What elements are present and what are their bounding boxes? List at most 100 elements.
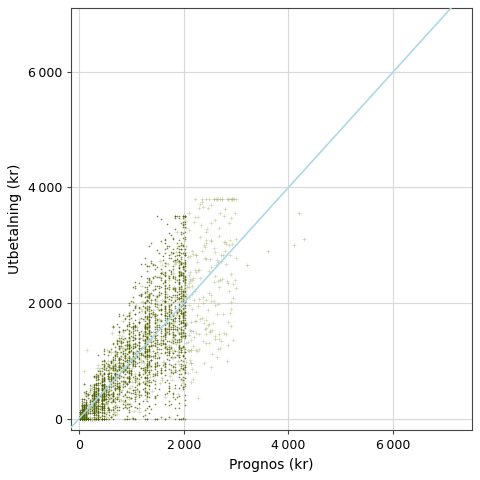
Point xyxy=(78,415,85,422)
Point xyxy=(76,412,84,420)
Point xyxy=(106,361,113,369)
Point xyxy=(80,412,87,420)
Point xyxy=(207,237,215,244)
Point xyxy=(142,348,149,356)
Point xyxy=(107,363,114,371)
Point xyxy=(145,378,153,385)
Point xyxy=(151,282,159,290)
Point xyxy=(126,315,133,323)
Point xyxy=(144,388,151,396)
Point xyxy=(154,303,161,311)
Point xyxy=(98,378,106,386)
Point xyxy=(171,360,179,368)
Point xyxy=(132,335,139,342)
Point xyxy=(102,395,109,403)
Point xyxy=(151,334,159,342)
Point xyxy=(163,259,170,267)
Point xyxy=(142,293,149,300)
Point xyxy=(142,322,149,330)
Point xyxy=(116,384,123,392)
Point xyxy=(106,408,113,416)
Point xyxy=(126,370,133,377)
Point xyxy=(133,404,141,411)
Point xyxy=(109,395,117,402)
Point xyxy=(154,358,161,365)
Point xyxy=(148,387,156,395)
Point xyxy=(135,362,143,370)
Point xyxy=(90,387,97,395)
Point xyxy=(177,309,185,317)
Point xyxy=(205,289,213,297)
Point xyxy=(78,413,85,421)
Point xyxy=(169,258,177,265)
Point xyxy=(145,310,153,317)
Point xyxy=(94,372,101,379)
Point xyxy=(186,276,194,283)
Point xyxy=(120,361,127,369)
Point xyxy=(78,407,85,414)
Point xyxy=(132,390,139,398)
Point xyxy=(116,379,123,387)
Point xyxy=(114,393,121,401)
Point xyxy=(104,404,111,411)
Point xyxy=(187,318,194,326)
Point xyxy=(106,392,113,399)
Point xyxy=(171,332,179,339)
Point xyxy=(114,384,121,392)
Point xyxy=(90,387,97,395)
Point xyxy=(98,404,106,411)
Point xyxy=(130,324,137,331)
Point xyxy=(194,214,202,221)
Point xyxy=(123,345,131,352)
Point xyxy=(128,367,135,375)
Point xyxy=(175,294,183,301)
Point xyxy=(125,374,132,382)
Point xyxy=(126,356,133,363)
Point xyxy=(151,318,159,325)
Point xyxy=(132,393,140,400)
Point xyxy=(100,365,108,373)
Point xyxy=(120,336,127,343)
Point xyxy=(157,413,165,421)
Point xyxy=(171,291,179,299)
Point xyxy=(121,396,129,404)
Point xyxy=(82,414,89,421)
Point xyxy=(135,353,143,361)
Point xyxy=(214,195,222,203)
Point xyxy=(88,403,96,411)
Point xyxy=(94,373,101,381)
Point xyxy=(130,333,137,341)
Point xyxy=(90,401,97,409)
Point xyxy=(132,335,139,342)
Point xyxy=(90,409,97,417)
Point xyxy=(86,413,94,420)
Point xyxy=(82,415,89,422)
Point xyxy=(98,371,106,379)
Point xyxy=(121,347,129,354)
Point xyxy=(104,372,111,380)
Point xyxy=(168,344,175,352)
Point xyxy=(100,392,108,400)
Point xyxy=(116,359,123,366)
Point xyxy=(171,258,179,265)
Point xyxy=(179,291,187,299)
Point xyxy=(161,307,169,315)
Point xyxy=(132,352,139,360)
Point xyxy=(181,228,189,236)
Point xyxy=(181,391,189,399)
Point xyxy=(98,404,106,412)
Point xyxy=(157,369,165,376)
Point xyxy=(177,228,185,236)
Point xyxy=(79,407,87,414)
Point xyxy=(109,373,117,381)
Point xyxy=(112,401,120,408)
Point xyxy=(179,276,187,284)
Point xyxy=(139,329,147,337)
Point xyxy=(80,403,87,411)
Point xyxy=(168,270,175,278)
Point xyxy=(80,395,87,403)
Point xyxy=(94,398,101,406)
Point xyxy=(90,396,97,404)
Point xyxy=(144,331,152,338)
Point xyxy=(130,342,137,350)
